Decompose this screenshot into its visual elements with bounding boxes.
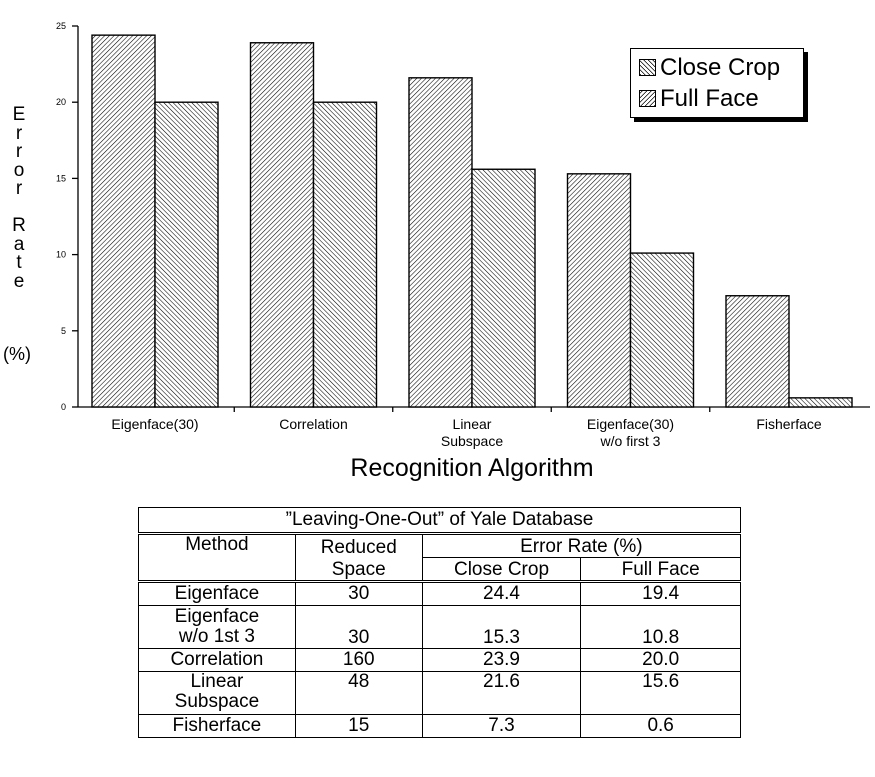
y-tick-label: 20 — [56, 97, 66, 107]
cell-full-face: 19.4 — [580, 581, 741, 606]
x-tick-label: Linear — [453, 416, 492, 432]
cell-method: Correlation — [138, 648, 296, 672]
header-method: Method — [138, 533, 296, 558]
cell-space: 30 — [294, 581, 423, 606]
cell-method: Eigenface — [138, 581, 296, 606]
x-tick-label: Fisherface — [756, 416, 822, 432]
bar-close-crop-3 — [408, 77, 473, 408]
bar-full-face-4 — [629, 252, 695, 408]
bar-full-face-1 — [154, 101, 219, 408]
cell-close-crop: 21.6 — [421, 671, 582, 715]
bar-full-face-3 — [471, 168, 536, 408]
bar-close-crop-4 — [566, 173, 632, 408]
header-reduced: Reduced — [294, 533, 423, 558]
legend-label-full-face: Full Face — [660, 84, 759, 112]
y-axis-title-letter: e — [13, 270, 25, 292]
cell-method: Eigenface w/o 1st 3 — [138, 605, 296, 649]
x-tick-label: Eigenface(30) — [587, 416, 674, 432]
x-tick-label: Subspace — [441, 433, 503, 449]
cell-method: Linear Subspace — [138, 671, 296, 715]
y-axis-title-letter: R — [12, 215, 26, 236]
table-row: Fisherface 15 7.3 0.6 — [138, 714, 741, 738]
y-axis-title-letter: r — [15, 178, 23, 199]
cell-method: Fisherface — [138, 714, 296, 738]
legend-label-close-crop: Close Crop — [660, 53, 781, 81]
y-axis-unit: (%) — [3, 344, 31, 364]
x-tick-label: Eigenface(30) — [111, 416, 198, 432]
bar-close-crop-5 — [725, 295, 790, 408]
header-space: Space — [294, 557, 423, 583]
y-tick-label: 25 — [56, 21, 66, 31]
table-row: Eigenface 30 24.4 19.4 — [138, 581, 741, 606]
header-close-crop: Close Crop — [421, 557, 582, 583]
header-method-blank — [138, 557, 296, 583]
cell-space: 160 — [294, 648, 423, 672]
legend-item-full-face: Full Face — [639, 83, 803, 114]
table-row: Eigenface w/o 1st 3 30 15.3 10.8 — [138, 605, 741, 649]
y-axis: 0 5 10 15 20 25 — [56, 21, 79, 412]
cell-close-crop: 7.3 — [421, 714, 582, 738]
y-tick-label: 5 — [61, 326, 66, 336]
cell-space: 15 — [294, 714, 423, 738]
table-title: ”Leaving-One-Out” of Yale Database — [138, 507, 741, 535]
bar-chart: 0 5 10 15 20 25 Eigenface(30) Correlation Linea… — [56, 21, 870, 482]
results-table: ”Leaving-One-Out” of Yale Database Metho… — [138, 507, 742, 738]
y-tick-label: 0 — [61, 402, 66, 412]
y-tick-label: 10 — [56, 250, 66, 260]
bar-full-face-5 — [788, 397, 853, 408]
close-crop-swatch — [639, 59, 656, 76]
table-body: Eigenface 30 24.4 19.4 Eigenface w/o 1st 3 30 1… — [138, 581, 741, 738]
y-axis-title-letter: o — [13, 159, 25, 181]
x-tick-label: w/o first 3 — [600, 433, 661, 449]
y-axis-title-letter: r — [15, 122, 23, 144]
header-full-face: Full Face — [580, 557, 741, 583]
table-row: Linear Subspace 48 21.6 15.6 — [138, 671, 741, 715]
x-axis-title: Recognition Algorithm — [350, 454, 593, 482]
cell-close-crop: 23.9 — [421, 648, 582, 672]
y-tick-label: 15 — [56, 173, 66, 183]
cell-space: 30 — [294, 605, 423, 649]
y-axis-title-letter: a — [13, 233, 25, 255]
x-tick-label: Correlation — [279, 416, 347, 432]
legend-item-close-crop: Close Crop — [639, 52, 803, 83]
chart-legend: Close Crop Full Face — [630, 48, 804, 118]
y-axis-title-letter: t — [16, 252, 22, 273]
table-row: Correlation 160 23.9 20.0 — [138, 648, 741, 672]
cell-full-face: 10.8 — [580, 605, 741, 649]
cell-space: 48 — [294, 671, 423, 715]
full-face-swatch — [639, 90, 656, 107]
y-axis-title-letter: r — [15, 141, 23, 162]
cell-close-crop: 24.4 — [421, 581, 582, 606]
bar-full-face-2 — [312, 101, 378, 408]
bars — [91, 34, 853, 408]
y-axis-title-letter: E — [12, 104, 26, 125]
header-error-rate: Error Rate (%) — [421, 533, 742, 558]
cell-close-crop: 15.3 — [421, 605, 582, 649]
bar-close-crop-1 — [91, 34, 156, 408]
bar-close-crop-2 — [249, 42, 315, 408]
x-axis — [78, 406, 870, 412]
cell-full-face: 15.6 — [580, 671, 741, 715]
cell-full-face: 0.6 — [580, 714, 741, 738]
cell-full-face: 20.0 — [580, 648, 741, 672]
